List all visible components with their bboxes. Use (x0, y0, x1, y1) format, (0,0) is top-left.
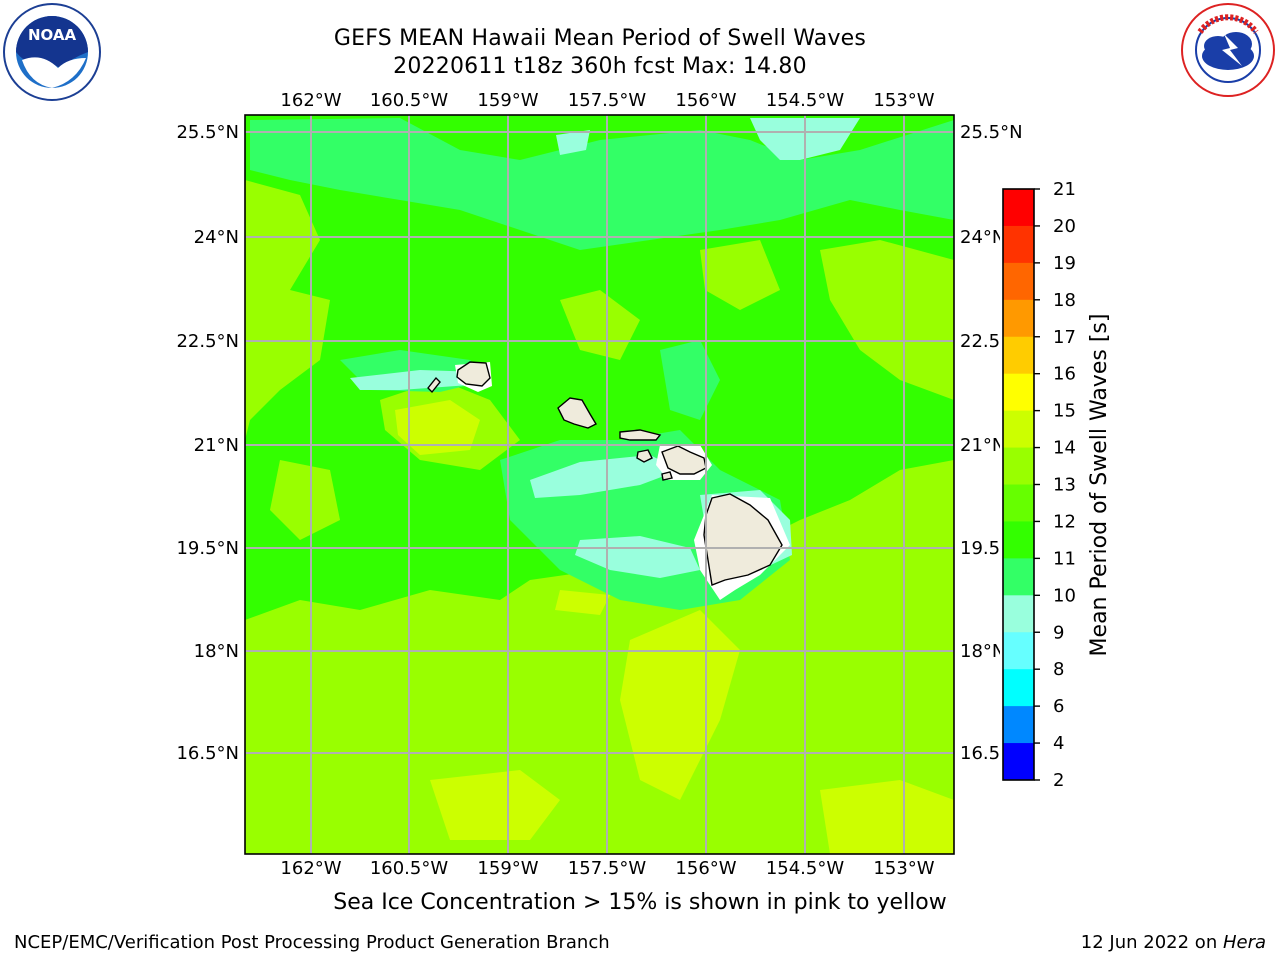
colorbar-tick-label: 13 (1053, 475, 1076, 496)
map-subtitle-run: 20220611 t18z 360h fcst Max: 14.80 (393, 54, 807, 79)
nws-logo-icon (1181, 3, 1275, 97)
map-plot-area[interactable] (245, 115, 954, 854)
lon-label: 156°W (675, 90, 736, 111)
colorbar-tick-label: 8 (1053, 659, 1064, 680)
island-kauai (456, 361, 491, 387)
colorbar-cell (1003, 669, 1034, 707)
lat-label: 24°N (960, 227, 1005, 248)
colorbar-ticks: 21 20 19 18 17 16 15 14 13 12 11 10 9 8 6 4 2 (1034, 179, 1076, 791)
colorbar-cell (1003, 447, 1034, 485)
lon-label: 154.5°W (766, 858, 845, 879)
colorbar-tick-label: 9 (1053, 622, 1064, 643)
colorbar-cell (1003, 558, 1034, 596)
colorbar-tick-label: 12 (1053, 511, 1076, 532)
graticule (245, 115, 954, 854)
island-molokai (619, 429, 662, 441)
colorbar-tick-label: 2 (1053, 770, 1064, 791)
lat-label: 21°N (194, 435, 239, 456)
lon-label: 160.5°W (370, 90, 449, 111)
lat-label: 19.5°N (176, 538, 239, 559)
lat-label: 22.5°N (176, 331, 239, 352)
noaa-logo-text: NOAA (28, 26, 77, 44)
lon-label: 159°W (477, 90, 538, 111)
lon-labels-top: 162°W 160.5°W 159°W 157.5°W 156°W 154.5°… (280, 90, 934, 111)
colorbar-tick-label: 17 (1053, 327, 1076, 348)
colorbar-tick-label: 21 (1053, 179, 1076, 200)
lat-label: 18°N (194, 641, 239, 662)
colorbar-tick-label: 6 (1053, 696, 1064, 717)
lon-label: 162°W (280, 858, 341, 879)
colorbar-tick-label: 20 (1053, 216, 1076, 237)
colorbar-tick-label: 19 (1053, 253, 1076, 274)
map-title: GEFS MEAN Hawaii Mean Period of Swell Wa… (333, 26, 867, 51)
sea-ice-note: Sea Ice Concentration > 15% is shown in … (333, 890, 947, 915)
lon-label: 153°W (873, 858, 934, 879)
lat-label: 21°N (960, 435, 1005, 456)
colorbar-cell (1003, 706, 1034, 744)
colorbar-cell (1003, 225, 1034, 264)
colorbar-tick-label: 15 (1053, 401, 1076, 422)
colorbar-cell (1003, 373, 1034, 412)
colorbar-cells (1003, 189, 1034, 781)
lat-label: 25.5°N (960, 122, 1023, 143)
colorbar-cell (1003, 743, 1034, 781)
lon-label: 153°W (873, 90, 934, 111)
footer-host: Hera (1222, 932, 1266, 953)
colorbar-cell (1003, 336, 1034, 375)
footer-credit: NCEP/EMC/Verification Post Processing Pr… (14, 932, 610, 953)
lon-label: 157.5°W (568, 90, 647, 111)
colorbar-cell (1003, 410, 1034, 449)
island-kahoolawe (661, 471, 673, 481)
colorbar-cell (1003, 632, 1034, 670)
lon-label: 162°W (280, 90, 341, 111)
colorbar-cell (1003, 299, 1034, 338)
colorbar: 21 20 19 18 17 16 15 14 13 12 11 10 9 8 6 4 2 Mean Perio… (1000, 179, 1112, 791)
footer-date-text: 12 Jun 2022 on (1080, 932, 1223, 953)
lon-labels-bottom: 162°W 160.5°W 159°W 157.5°W 156°W 154.5°… (280, 858, 934, 879)
island-niihau (427, 376, 441, 394)
colorbar-tick-label: 10 (1053, 585, 1076, 606)
noaa-logo-icon: NOAA (3, 3, 101, 101)
island-lanai (636, 449, 653, 463)
colorbar-cell (1003, 595, 1034, 633)
map-frame (244, 114, 955, 855)
colorbar-label: Mean Period of Swell Waves [s] (1087, 314, 1112, 657)
lat-label: 24°N (194, 227, 239, 248)
colorbar-tick-label: 18 (1053, 290, 1076, 311)
lon-label: 156°W (675, 858, 736, 879)
island-hawaii (703, 493, 783, 586)
lat-label: 16.5°N (176, 743, 239, 764)
lat-labels-left: 25.5°N 24°N 22.5°N 21°N 19.5°N 18°N 16.5… (176, 122, 239, 764)
lat-label: 25.5°N (176, 122, 239, 143)
colorbar-cell (1003, 262, 1034, 301)
lon-label: 157.5°W (568, 858, 647, 879)
footer-date: 12 Jun 2022 on Hera (1081, 932, 1266, 953)
colorbar-tick-label: 11 (1053, 548, 1076, 569)
lon-label: 154.5°W (766, 90, 845, 111)
island-oahu (557, 397, 597, 429)
colorbar-cell (1003, 521, 1034, 559)
colorbar-cell (1003, 189, 1034, 227)
colorbar-tick-label: 16 (1053, 364, 1076, 385)
colorbar-tick-label: 4 (1053, 733, 1064, 754)
lat-label: 18°N (960, 641, 1005, 662)
colorbar-cell (1003, 484, 1034, 522)
lon-label: 159°W (477, 858, 538, 879)
lon-label: 160.5°W (370, 858, 449, 879)
colorbar-tick-label: 14 (1053, 438, 1076, 459)
